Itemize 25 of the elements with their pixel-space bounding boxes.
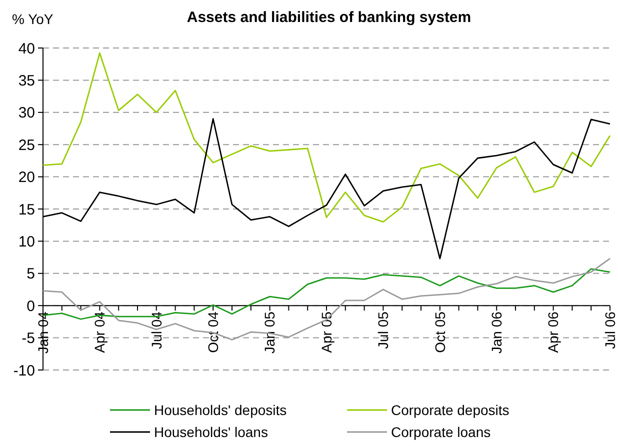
y-tick-label: 30 [18,104,35,122]
x-tick-label: Jan 06 [488,311,504,354]
line-series [42,52,611,223]
x-tick-label: Oct 05 [432,311,448,353]
legend-label: Households' loans [154,424,268,440]
y-tick-label: 40 [18,40,35,58]
y-tick-label: 10 [18,233,35,250]
y-tick-label: 20 [18,169,35,186]
x-tick-label: Jul 05 [375,311,392,349]
chart-title: Assets and liabilities of banking system [186,9,472,26]
y-axis-title: % YoY [12,11,54,27]
y-tick-label: 15 [18,201,35,218]
x-tick-label: Jul 06 [602,311,618,349]
y-tick-label: -10 [13,362,35,380]
legend-label: Corporate deposits [391,402,510,418]
y-tick-label: 35 [18,72,35,90]
y-tick-label: -5 [22,330,35,348]
legend-label: Corporate loans [391,424,491,440]
y-tick-label: 25 [18,136,35,154]
x-tick-label: Apr 04 [92,311,108,353]
x-tick-label: Jan 05 [262,311,278,354]
y-tick-label: 5 [26,266,35,283]
legend-label: Households' deposits [154,402,287,418]
y-tick-label: 0 [26,298,35,315]
x-tick-label: Apr 06 [545,311,562,353]
